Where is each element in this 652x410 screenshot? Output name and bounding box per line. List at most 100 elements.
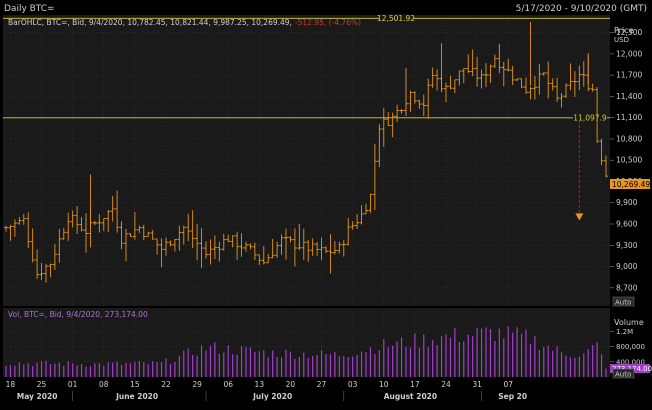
ohlc-bar bbox=[155, 238, 160, 255]
week-tick-label: 10 bbox=[379, 380, 389, 389]
reference-line-label: 12,501.92 bbox=[377, 14, 415, 23]
ohlc-bar bbox=[106, 210, 111, 233]
volume-axis-title: Volume bbox=[614, 318, 644, 327]
ohlc-bar bbox=[244, 241, 248, 252]
ohlc-bar bbox=[97, 213, 102, 233]
ohlc-bar bbox=[417, 99, 422, 109]
ohlc-bar bbox=[248, 243, 253, 250]
ohlc-bar bbox=[30, 228, 35, 263]
price-tick-label: 12,300 bbox=[616, 28, 642, 37]
volume-panel[interactable] bbox=[3, 308, 610, 377]
ohlc-bar bbox=[235, 231, 240, 260]
week-tick-label: 22 bbox=[161, 380, 171, 389]
ohlc-bar bbox=[577, 65, 582, 91]
ohlc-bar bbox=[75, 206, 80, 234]
ohlc-bar bbox=[559, 92, 564, 108]
ohlc-bar bbox=[21, 213, 26, 225]
ohlc-bar bbox=[288, 236, 293, 243]
ohlc-bar bbox=[412, 91, 417, 104]
month-label: July 2020 bbox=[252, 392, 292, 401]
volume-axis[interactable]: 400,000 800,000 1.2M bbox=[610, 328, 645, 366]
volume-auto-label: Auto bbox=[615, 371, 631, 379]
ohlc-bar bbox=[337, 241, 342, 254]
ohlc-bar bbox=[452, 79, 457, 94]
ohlc-bar bbox=[186, 213, 191, 242]
ohlc-bar bbox=[57, 228, 62, 263]
ohlc-bar bbox=[230, 235, 235, 248]
ohlc-bar bbox=[492, 54, 497, 68]
ohlc-bar bbox=[355, 214, 360, 229]
ohlc-bar bbox=[92, 220, 97, 226]
ohlc-bar bbox=[204, 241, 208, 259]
price-tick-label: 9,300 bbox=[616, 241, 638, 250]
ohlc-bar bbox=[484, 63, 488, 88]
price-panel[interactable] bbox=[3, 15, 610, 306]
ohlc-bar bbox=[315, 242, 320, 256]
volume-tick-label: 800,000 bbox=[616, 343, 645, 351]
ohlc-bar bbox=[381, 108, 386, 147]
week-tick-label: 17 bbox=[410, 380, 420, 389]
price-auto-label: Auto bbox=[615, 299, 631, 307]
price-tick-label: 11,400 bbox=[616, 92, 642, 101]
volume-tick-label: 400,000 bbox=[616, 358, 645, 366]
ohlc-bar bbox=[359, 205, 364, 225]
ohlc-bar bbox=[346, 217, 351, 246]
ohlc-bar bbox=[501, 61, 506, 87]
ohlc-bar bbox=[190, 210, 195, 249]
ohlc-bar bbox=[199, 228, 204, 268]
last-volume-badge bbox=[610, 364, 650, 373]
ohlc-bar bbox=[128, 233, 133, 237]
ohlc-bar bbox=[479, 69, 484, 89]
week-tick-label: 31 bbox=[472, 380, 482, 389]
ohlc-bar bbox=[372, 143, 377, 211]
price-axis-title: Price bbox=[614, 26, 634, 35]
ohlc-bar bbox=[275, 241, 280, 258]
ohlc-bar bbox=[595, 87, 600, 143]
ohlc-bar bbox=[319, 237, 324, 260]
ohlc-bar bbox=[257, 254, 262, 265]
drop-arrow bbox=[575, 213, 584, 221]
ohlc-bar bbox=[528, 87, 533, 100]
ohlc-bar bbox=[168, 240, 173, 247]
week-tick-label: 01 bbox=[68, 380, 78, 389]
ohlc-bar bbox=[292, 228, 297, 267]
price-tick-label: 12,000 bbox=[616, 49, 642, 58]
ohlc-bar bbox=[599, 138, 604, 166]
ohlc-bar bbox=[79, 217, 84, 232]
ohlc-bar bbox=[239, 233, 244, 257]
ohlc-bar bbox=[177, 225, 182, 251]
price-tick-label: 9,600 bbox=[616, 220, 638, 229]
price-legend: BarOHLC, BTC=, Bid, 9/4/2020, 10,782.45,… bbox=[8, 18, 361, 27]
ohlc-bar bbox=[35, 249, 40, 279]
ohlc-bar bbox=[590, 83, 595, 92]
week-tick-label: 27 bbox=[317, 380, 327, 389]
ohlc-bar bbox=[572, 71, 577, 97]
reference-label-bg bbox=[379, 14, 413, 23]
last-price-badge bbox=[610, 179, 650, 189]
ohlc-bar bbox=[604, 155, 608, 178]
ohlc-bar bbox=[284, 228, 288, 260]
ohlc-bar bbox=[341, 240, 346, 257]
ohlc-bar bbox=[301, 228, 306, 260]
ohlc-bar bbox=[84, 213, 88, 253]
ohlc-bar bbox=[581, 61, 586, 87]
ohlc-bar bbox=[208, 239, 213, 265]
price-tick-label: 10,500 bbox=[616, 156, 642, 165]
ohlc-bar bbox=[159, 238, 164, 268]
ohlc-bar bbox=[115, 190, 120, 233]
ohlc-bar bbox=[66, 212, 71, 241]
week-tick-label: 29 bbox=[192, 380, 202, 389]
price-tick-label: 10,800 bbox=[616, 134, 642, 143]
price-auto-button[interactable] bbox=[612, 296, 635, 307]
ohlc-bar bbox=[550, 78, 555, 91]
volume-auto-button[interactable] bbox=[612, 368, 635, 379]
month-label: Sep 20 bbox=[498, 392, 527, 401]
horizontal-lines[interactable]: 12,501.92 11,097.9 bbox=[3, 14, 610, 123]
ohlc-bar bbox=[564, 83, 568, 98]
month-label: June 2020 bbox=[115, 392, 158, 401]
week-tick-label: 15 bbox=[130, 380, 140, 389]
ohlc-bar bbox=[101, 218, 106, 232]
time-axis[interactable]: 18 25 01 08 15 22 29 06 13 20 27 03 10 17 24 31 07 May 20… bbox=[6, 380, 527, 401]
ohlc-bar bbox=[4, 225, 8, 232]
